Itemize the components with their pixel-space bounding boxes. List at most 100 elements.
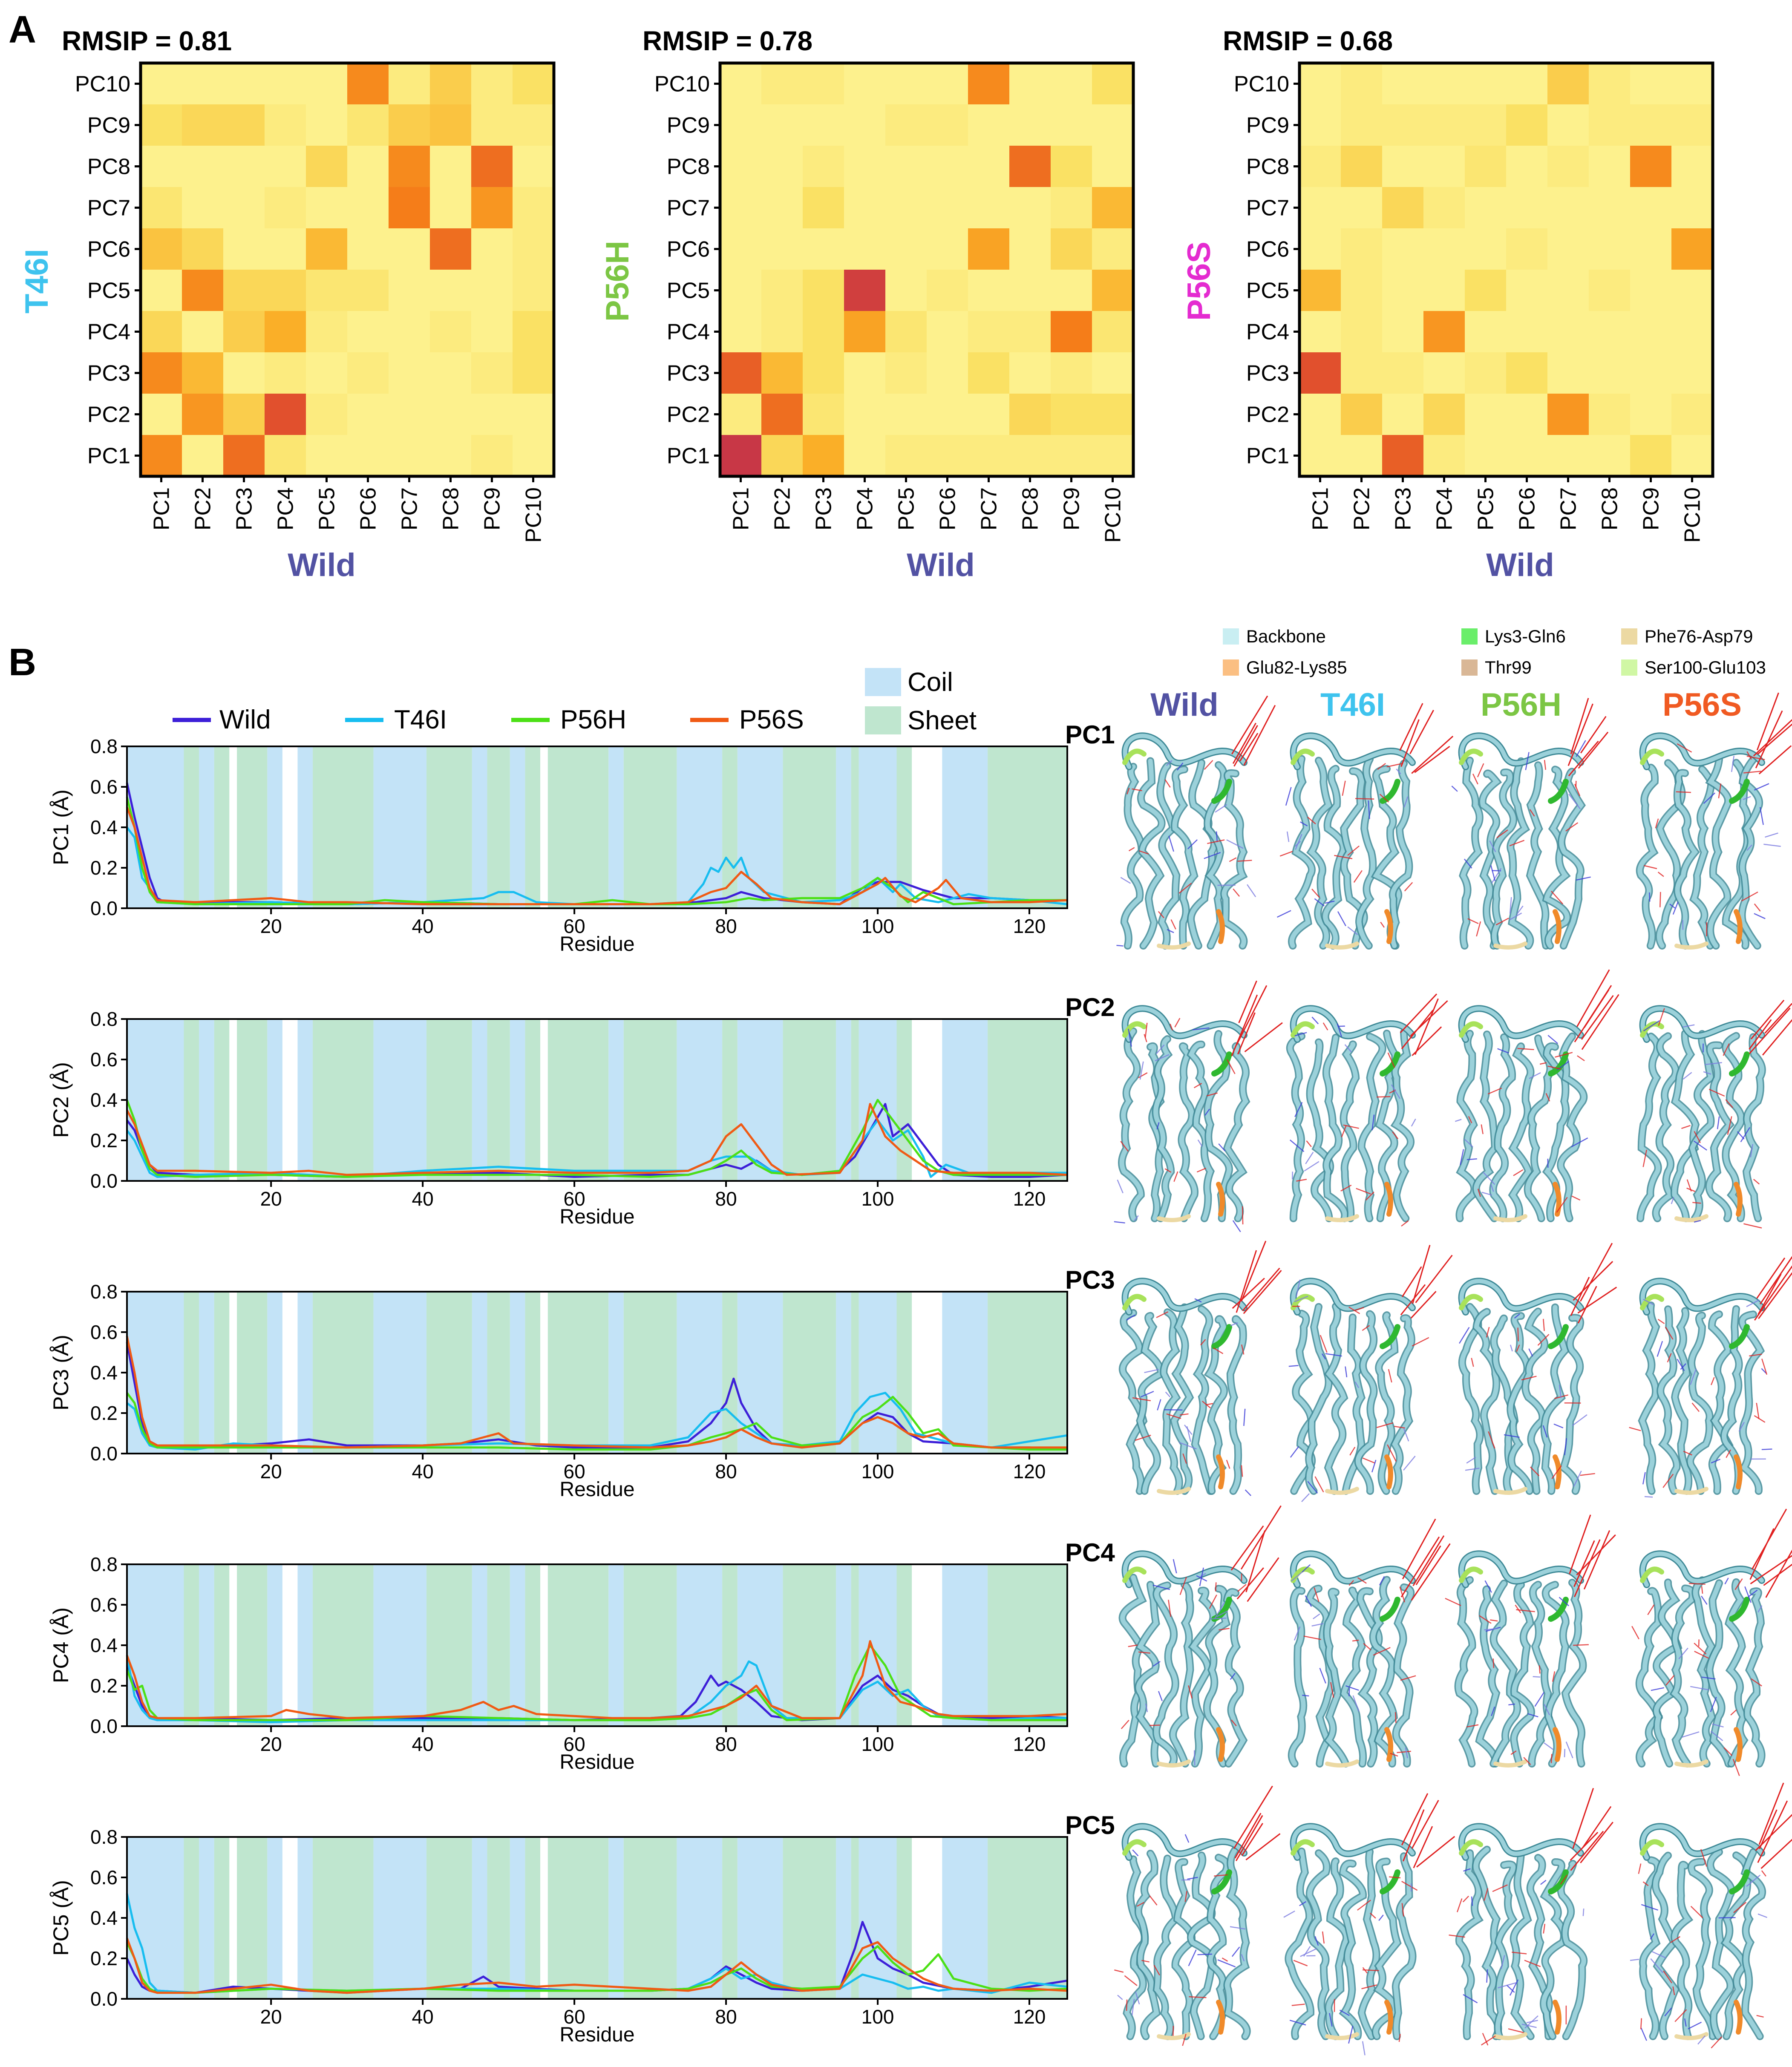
y-tick-label: PC1: [87, 444, 130, 469]
heatmap-cell: [265, 63, 306, 105]
motion-vector: [1396, 769, 1401, 774]
segment-glu82-lys85: [1553, 1727, 1562, 1762]
motion-vector: [1402, 1809, 1425, 1862]
motion-vector: [1547, 1065, 1561, 1070]
x-tick-label: PC10: [1680, 487, 1705, 543]
heatmap-cell: [885, 228, 927, 270]
motion-vector: [1757, 723, 1792, 755]
sheet-band: [547, 1564, 609, 1726]
x-tick-label: PC2: [191, 487, 216, 530]
heatmap-cell: [265, 146, 306, 187]
motion-vector: [1300, 1948, 1317, 1957]
backbone-loop: [1459, 1006, 1583, 1042]
backbone-strand: [1170, 1582, 1193, 1766]
motion-vector: [1449, 1935, 1465, 1938]
motion-vector: [1490, 865, 1496, 881]
heatmap-cell: [1382, 228, 1424, 270]
heatmap-cell: [513, 394, 554, 435]
x-tick-label: PC1: [729, 487, 754, 530]
heatmap-cell: [223, 311, 265, 353]
coil-band: [373, 1019, 427, 1181]
x-tick-label: 60: [564, 915, 585, 937]
y-tick-label: 0.4: [90, 1089, 118, 1111]
heatmap-cell: [1465, 104, 1507, 146]
motion-vector: [1197, 1139, 1203, 1147]
heatmap-cell: [1465, 311, 1507, 353]
backbone-strand: [1137, 1313, 1164, 1494]
backbone-strand: [1390, 761, 1412, 948]
motion-vector: [1206, 1403, 1213, 1405]
y-tick-label: PC2: [667, 403, 710, 427]
y-axis-label: PC4 (Å): [49, 1607, 73, 1683]
y-tick-label: PC7: [87, 196, 130, 221]
motion-vector: [1132, 1397, 1151, 1402]
heatmap-cell: [182, 146, 224, 187]
heatmap-cell: [141, 228, 182, 270]
heatmap-cell: [1423, 187, 1465, 229]
motion-vector: [1508, 1703, 1515, 1706]
motion-vector: [1307, 1481, 1318, 1494]
y-tick-label: 0.4: [90, 1634, 118, 1656]
motion-vector: [1180, 1413, 1189, 1416]
motion-vector: [1411, 736, 1454, 774]
motion-vector: [1567, 703, 1593, 766]
x-tick-label: PC3: [812, 487, 836, 530]
motion-vector: [1570, 698, 1589, 754]
y-axis-label: PC2 (Å): [49, 1062, 73, 1138]
motion-vector: [1492, 1658, 1495, 1668]
heatmap-cell: [885, 352, 927, 394]
motion-vector: [1670, 1936, 1681, 1943]
heatmap-cell: [141, 104, 182, 146]
y-axis-label: PC1 (Å): [49, 789, 73, 865]
motion-vector: [1114, 1969, 1124, 1973]
motion-vector: [1341, 1125, 1347, 1137]
motion-vector: [1325, 1353, 1342, 1357]
backbone-strand: [1709, 1312, 1732, 1494]
motion-vector: [1402, 1518, 1436, 1580]
backbone-strand: [1658, 1307, 1680, 1494]
motion-vector: [1694, 1131, 1701, 1143]
heatmap-cell: [968, 146, 1010, 187]
coil-band: [199, 1292, 214, 1454]
backbone-strand: [1153, 1036, 1173, 1221]
motion-vector: [1512, 1952, 1527, 1955]
heatmap-cell: [513, 311, 554, 353]
motion-vector: [1319, 1667, 1326, 1684]
motion-vector: [1711, 1459, 1721, 1464]
motion-vector: [1564, 1438, 1567, 1455]
heatmap-cell: [720, 352, 762, 394]
heatmap-cell: [1630, 104, 1672, 146]
x-tick-label: PC7: [1556, 487, 1581, 530]
heatmap-xlabel: Wild: [288, 547, 356, 583]
motion-vector: [1156, 1044, 1165, 1054]
heatmap-cell: [1630, 394, 1672, 435]
segment-ser100-glu103: [1211, 1597, 1232, 1622]
x-tick-label: PC9: [1639, 487, 1664, 530]
heatmap-cell: [1589, 104, 1631, 146]
motion-vector: [1582, 1806, 1612, 1848]
segment-lys3-gln6: [1291, 1294, 1315, 1310]
motion-vector: [1303, 1635, 1322, 1640]
coil-band: [737, 746, 783, 908]
backbone-strand: [1324, 1035, 1347, 1221]
x-axis-label: Residue: [559, 1478, 634, 1501]
y-tick-label: PC5: [1246, 279, 1289, 303]
motion-vector: [1710, 1730, 1723, 1742]
coil-band: [608, 1837, 624, 1999]
heatmap-cell: [1465, 270, 1507, 311]
segment-glu82-lys85: [1553, 909, 1562, 944]
motion-vector: [1302, 1564, 1311, 1572]
motion-vector: [1725, 1099, 1734, 1108]
motion-vector: [1718, 783, 1722, 798]
segment-lys3-gln6: [1459, 748, 1483, 765]
motion-vector: [1570, 1831, 1604, 1871]
motion-vector: [1691, 1402, 1700, 1412]
protein-structure: [1445, 1514, 1616, 1768]
backbone-loop: [1291, 1824, 1415, 1860]
backbone-strand: [1179, 1044, 1197, 1221]
motion-vector: [1743, 1223, 1762, 1229]
coil-band: [267, 1019, 282, 1181]
sheet-band: [313, 1019, 374, 1181]
motion-vector: [1471, 1358, 1474, 1367]
heatmap-title: RMSIP = 0.81: [62, 26, 232, 56]
